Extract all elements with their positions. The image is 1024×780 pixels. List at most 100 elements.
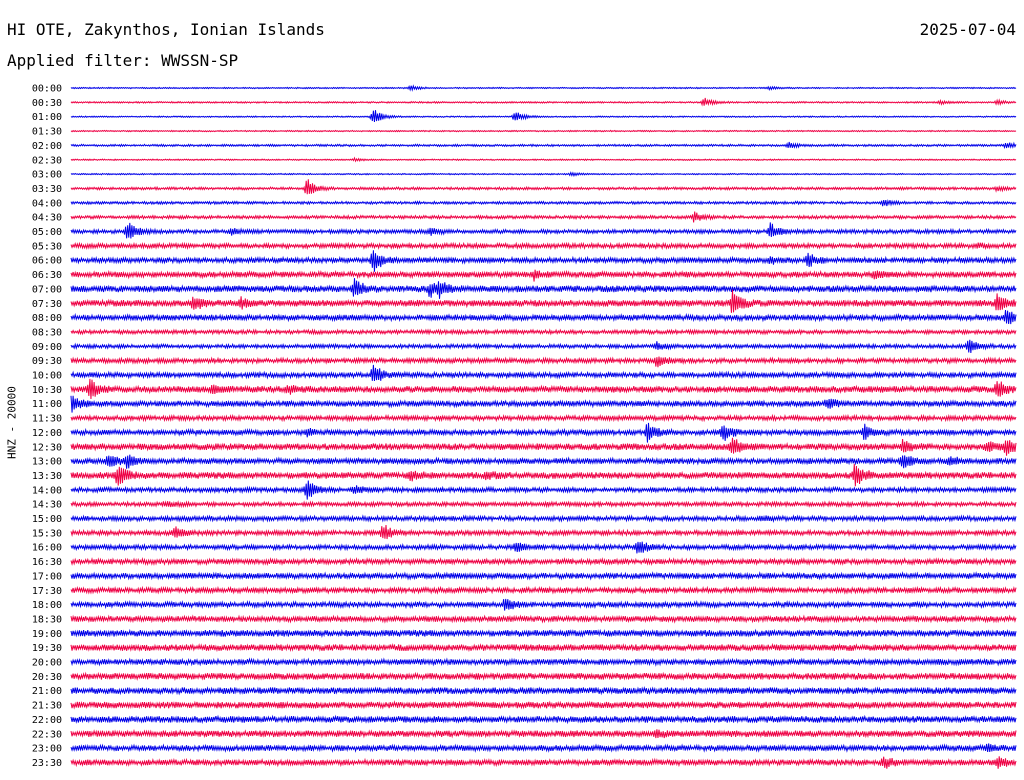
trace-line-1230 <box>70 437 1017 456</box>
trace-line-1400 <box>70 480 1017 500</box>
time-tick-label: 21:30 <box>32 701 62 712</box>
trace-line-1500 <box>70 514 1017 524</box>
trace-line-2300 <box>70 743 1017 753</box>
trace-line-1800 <box>70 598 1017 611</box>
trace-line-1330 <box>70 463 1017 487</box>
time-tick-label: 02:30 <box>32 155 62 166</box>
time-tick-label: 04:30 <box>32 213 62 224</box>
time-tick-label: 08:30 <box>32 327 62 338</box>
time-tick-label: 12:00 <box>32 428 62 439</box>
time-tick-label: 12:30 <box>32 442 62 453</box>
time-tick-label: 18:00 <box>32 600 62 611</box>
time-tick-label: 13:00 <box>32 457 62 468</box>
time-tick-label: 01:30 <box>32 127 62 138</box>
time-tick-label: 10:00 <box>32 371 62 382</box>
time-tick-label: 20:00 <box>32 658 62 669</box>
trace-line-1530 <box>70 524 1017 540</box>
time-tick-label: 11:00 <box>32 399 62 410</box>
time-tick-label: 03:30 <box>32 184 62 195</box>
time-tick-label: 05:00 <box>32 227 62 238</box>
time-tick-label: 14:30 <box>32 500 62 511</box>
trace-line-0430 <box>70 211 1017 223</box>
trace-line-0630 <box>70 269 1017 282</box>
trace-line-0000 <box>70 84 1017 92</box>
time-tick-label: 09:30 <box>32 356 62 367</box>
time-tick-label: 00:00 <box>32 84 62 95</box>
time-tick-label: 08:00 <box>32 313 62 324</box>
trace-line-1730 <box>70 585 1017 595</box>
trace-line-1700 <box>70 571 1017 581</box>
time-tick-label: 16:30 <box>32 557 62 568</box>
time-tick-label: 17:00 <box>32 571 62 582</box>
trace-line-1600 <box>70 541 1017 554</box>
time-tick-label: 00:30 <box>32 98 62 109</box>
time-tick-label: 23:30 <box>32 758 62 769</box>
trace-line-1130 <box>70 413 1017 423</box>
trace-line-1300 <box>70 454 1017 469</box>
time-tick-label: 04:00 <box>32 198 62 209</box>
time-tick-label: 09:00 <box>32 342 62 353</box>
time-tick-label: 15:30 <box>32 528 62 539</box>
time-tick-label: 15:00 <box>32 514 62 525</box>
time-tick-label: 03:00 <box>32 170 62 181</box>
trace-line-2100 <box>70 685 1017 696</box>
trace-line-0500 <box>70 222 1017 239</box>
trace-line-0700 <box>70 278 1017 299</box>
trace-line-0900 <box>70 339 1017 354</box>
trace-line-0600 <box>70 250 1017 272</box>
trace-line-1930 <box>70 642 1017 653</box>
trace-line-1430 <box>70 500 1017 509</box>
time-tick-label: 23:00 <box>32 744 62 755</box>
trace-line-0400 <box>70 198 1017 207</box>
trace-line-2130 <box>70 700 1017 710</box>
trace-line-0130 <box>70 129 1017 133</box>
time-tick-label: 02:00 <box>32 141 62 152</box>
trace-line-0100 <box>70 110 1017 123</box>
time-tick-label: 19:00 <box>32 629 62 640</box>
time-tick-label: 01:00 <box>32 112 62 123</box>
time-tick-label: 05:30 <box>32 241 62 252</box>
trace-line-1000 <box>70 364 1017 382</box>
time-tick-label: 07:30 <box>32 299 62 310</box>
trace-line-1030 <box>70 378 1017 399</box>
station-title: HI OTE, Zakynthos, Ionian Islands <box>7 20 325 39</box>
time-tick-label: 10:30 <box>32 385 62 396</box>
time-tick-label: 16:00 <box>32 543 62 554</box>
trace-line-2000 <box>70 657 1017 667</box>
filter-label: Applied filter: WWSSN-SP <box>7 51 239 70</box>
time-tick-label: 14:00 <box>32 485 62 496</box>
time-tick-label: 13:30 <box>32 471 62 482</box>
trace-line-0230 <box>70 156 1017 163</box>
trace-line-1200 <box>70 422 1017 443</box>
time-tick-label: 11:30 <box>32 414 62 425</box>
trace-line-2030 <box>70 671 1017 682</box>
trace-line-1630 <box>70 557 1017 567</box>
time-tick-label: 20:30 <box>32 672 62 683</box>
trace-line-0730 <box>70 289 1017 313</box>
time-tick-label: 17:30 <box>32 586 62 597</box>
trace-line-0930 <box>70 356 1017 368</box>
trace-line-2230 <box>70 728 1017 739</box>
trace-line-1830 <box>70 614 1017 624</box>
trace-line-0530 <box>70 241 1017 251</box>
trace-line-0300 <box>70 171 1017 178</box>
trace-line-2200 <box>70 714 1017 725</box>
trace-line-1900 <box>70 628 1017 638</box>
trace-line-0830 <box>70 328 1017 336</box>
trace-line-0800 <box>70 309 1017 325</box>
time-tick-label: 22:00 <box>32 715 62 726</box>
trace-line-0330 <box>70 179 1017 195</box>
time-tick-label: 21:00 <box>32 686 62 697</box>
time-tick-label: 06:00 <box>32 256 62 267</box>
time-tick-label: 06:30 <box>32 270 62 281</box>
trace-line-2330 <box>70 756 1017 769</box>
time-tick-label: 19:30 <box>32 643 62 654</box>
time-tick-label: 22:30 <box>32 729 62 740</box>
time-tick-label: 18:30 <box>32 614 62 625</box>
trace-line-0200 <box>70 141 1017 150</box>
trace-line-0030 <box>70 97 1017 107</box>
date-label: 2025-07-04 <box>919 20 1016 39</box>
trace-line-1100 <box>70 395 1017 413</box>
time-tick-label: 07:00 <box>32 284 62 295</box>
